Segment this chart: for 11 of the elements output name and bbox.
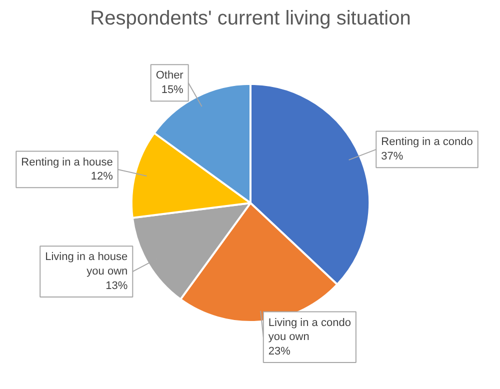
data-label: 15% bbox=[161, 84, 184, 96]
slice-label: Living in a condo you own bbox=[268, 316, 351, 344]
data-label: 12% bbox=[90, 170, 114, 183]
slice-label: Renting in a house bbox=[21, 156, 113, 168]
data-label: 13% bbox=[106, 280, 128, 292]
chart-title: Respondents' current living situation bbox=[90, 8, 411, 30]
data-label: 37% bbox=[381, 150, 404, 163]
slice-label: Other bbox=[156, 70, 184, 82]
slice-label: Living in a house you own bbox=[45, 251, 128, 278]
data-label: 23% bbox=[268, 346, 291, 358]
slice-label: Renting in a condo bbox=[381, 136, 473, 148]
